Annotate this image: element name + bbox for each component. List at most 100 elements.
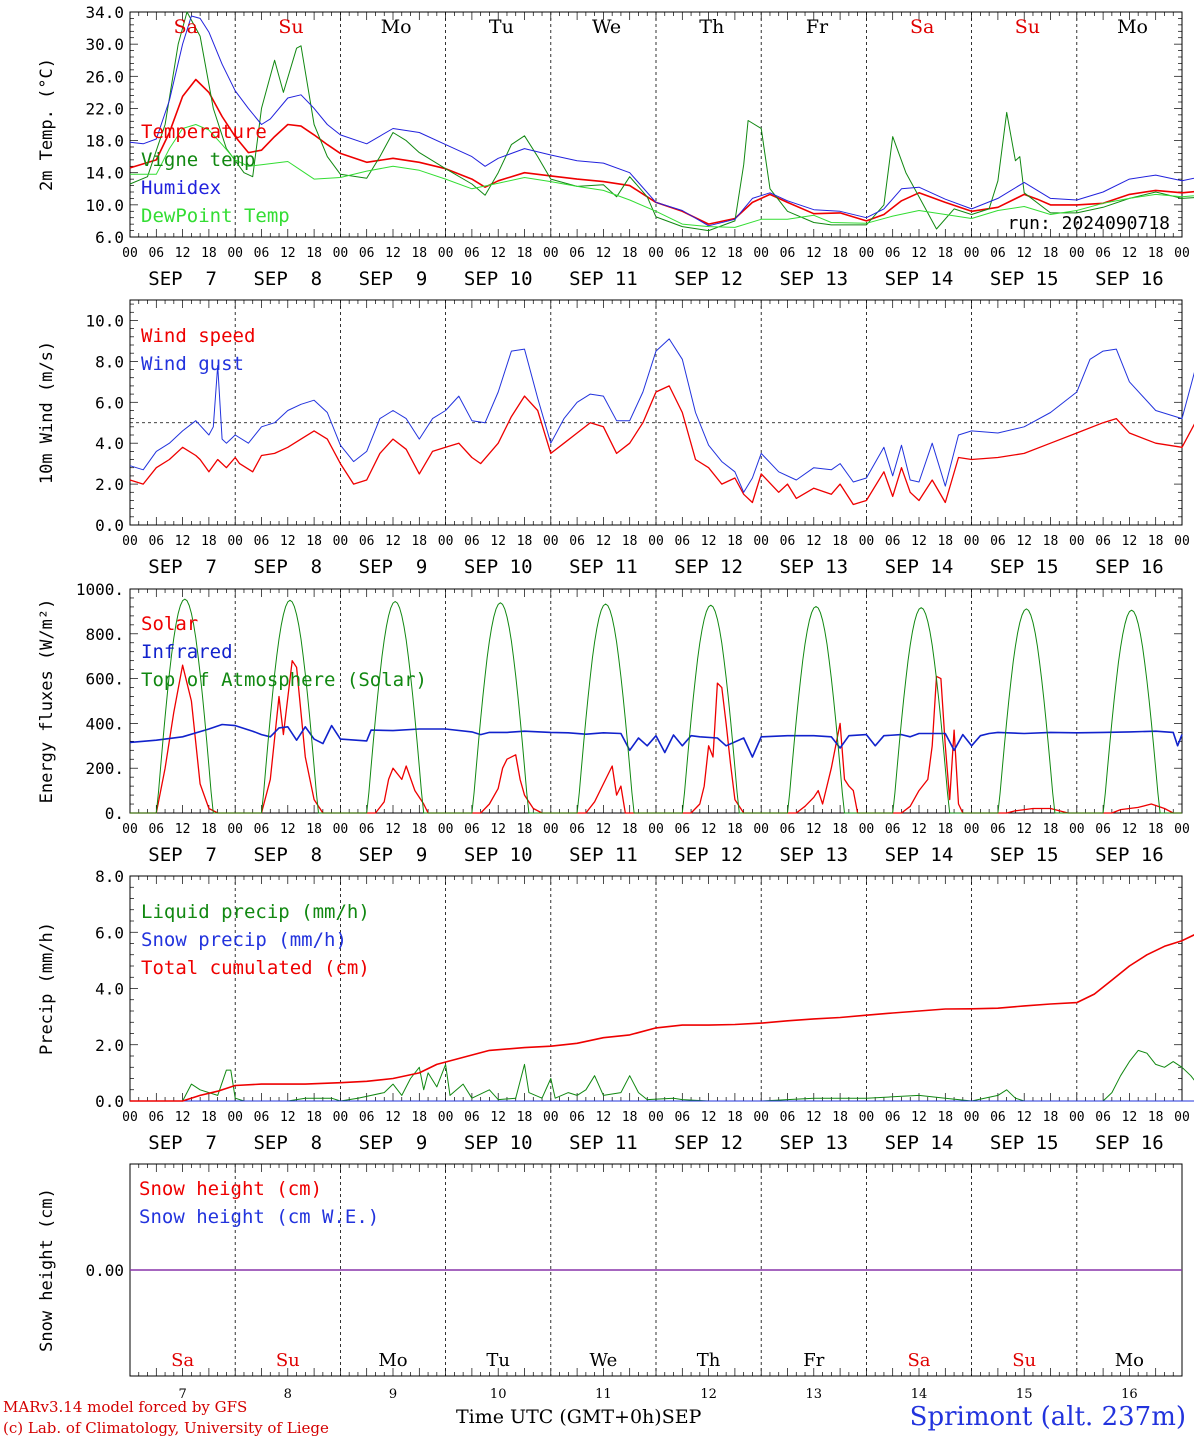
y-tick-label: 10.0 [85,311,124,330]
date-label: SEP 14 [885,1132,954,1154]
y-tick-label: 10.0 [85,196,124,215]
hour-tick-label: 00 [753,822,769,837]
hour-tick-label: 18 [622,822,638,837]
hour-tick-label: 12 [1122,822,1138,837]
hour-tick-label: 12 [911,1110,927,1125]
hour-tick-label: 00 [333,246,349,261]
day-name: Mo [378,1350,407,1371]
date-label: SEP 12 [674,1132,743,1154]
hour-tick-label: 00 [964,1110,980,1125]
hour-tick-label: 06 [254,534,270,549]
hour-tick-label: 06 [780,246,796,261]
hour-tick-label: 00 [438,1110,454,1125]
day-name: Sa [174,16,198,38]
hour-tick-label: 06 [464,246,480,261]
hour-tick-label: 18 [517,246,533,261]
y-tick-label: 4.0 [95,980,124,999]
hour-tick-label: 00 [227,822,243,837]
y-tick-label: 14.0 [85,164,124,183]
panel-4: 0.0 2.0 4.0 6.0 8.0 Precip (mm/h) Liquid preci… [37,867,1194,1154]
day-name: Mo [1115,1350,1144,1371]
hour-tick-label: 06 [674,1110,690,1125]
date-label: SEP 16 [1095,844,1164,866]
hour-tick-label: 12 [1016,246,1032,261]
hour-tick-label: 12 [490,822,506,837]
date-label: SEP 16 [1095,1132,1164,1154]
y-tick-label: 800. [85,625,124,644]
hour-tick-label: 06 [780,822,796,837]
hour-tick-label: 12 [701,246,717,261]
hour-tick-label: 00 [753,246,769,261]
hour-tick-label: 12 [490,534,506,549]
legend-entry: Solar [141,613,198,635]
day-name: Sa [171,1350,194,1371]
y-tick-label: 8.0 [95,352,124,371]
hour-tick-label: 18 [727,822,743,837]
hour-tick-label: 00 [1174,822,1190,837]
date-label: SEP 14 [885,556,954,578]
day-name: Su [1015,16,1040,38]
hour-tick-label: 18 [201,246,217,261]
date-label: SEP 12 [674,844,743,866]
y-tick-label: 6.0 [95,923,124,942]
legend-entry: Snow height (cm W.E.) [139,1206,379,1228]
y-tick-label: 18.0 [85,132,124,151]
hour-tick-label: 12 [385,1110,401,1125]
hour-tick-label: 00 [964,822,980,837]
hour-tick-label: 00 [122,822,138,837]
y-tick-label: 1000. [76,580,124,599]
model-credit: MARv3.14 model forced by GFS [3,1398,248,1416]
hour-tick-label: 12 [385,822,401,837]
hour-tick-label: 12 [596,1110,612,1125]
y-axis-title: Precip (mm/h) [37,922,57,1055]
y-tick-label: 6.0 [95,393,124,412]
hour-tick-label: 18 [937,1110,953,1125]
hour-tick-label: 12 [280,822,296,837]
y-tick-label: 0. [105,804,124,823]
hour-tick-label: 18 [622,246,638,261]
date-label: SEP 15 [990,556,1059,578]
hour-tick-label: 18 [832,246,848,261]
hour-tick-label: 00 [648,1110,664,1125]
legend-entry: Wind speed [141,325,255,347]
hour-tick-label: 12 [596,822,612,837]
hour-tick-label: 06 [1095,534,1111,549]
series-vigne-temp [129,11,1194,232]
hour-tick-label: 18 [306,246,322,261]
hour-tick-label: 00 [543,822,559,837]
hour-tick-label: 00 [227,1110,243,1125]
legend-entry: Top of Atmosphere (Solar) [141,669,427,691]
y-axis-title: 2m Temp. (°C) [37,58,57,191]
hour-tick-label: 00 [543,1110,559,1125]
hour-tick-label: 12 [490,1110,506,1125]
hour-tick-label: 06 [990,534,1006,549]
hour-tick-label: 12 [175,246,191,261]
legend-entry: Total cumulated (cm) [141,957,370,979]
date-label: SEP 10 [464,844,533,866]
hour-tick-label: 18 [306,1110,322,1125]
hour-tick-label: 06 [885,822,901,837]
date-label: SEP 7 [148,556,217,578]
date-label: SEP 8 [253,844,322,866]
y-tick-label: 0.00 [85,1261,124,1280]
y-axis-title: Snow height (cm) [37,1188,57,1352]
hour-tick-label: 00 [648,246,664,261]
day-number: 14 [911,1387,928,1402]
series-top-of-atmosphere-solar [130,598,1182,814]
hour-tick-label: 18 [727,246,743,261]
legend-entry: Wind gust [141,353,244,375]
day-number: 9 [389,1387,397,1402]
date-label: SEP 8 [253,268,322,290]
hour-tick-label: 18 [1043,246,1059,261]
day-name: Th [699,16,724,38]
date-label: SEP 11 [569,268,638,290]
hour-tick-label: 00 [1069,246,1085,261]
hour-tick-label: 12 [701,1110,717,1125]
hour-tick-label: 12 [806,246,822,261]
hour-tick-label: 18 [622,1110,638,1125]
date-label: SEP 11 [569,1132,638,1154]
hour-tick-label: 00 [438,822,454,837]
hour-tick-label: 18 [201,1110,217,1125]
hour-tick-label: 12 [1122,534,1138,549]
